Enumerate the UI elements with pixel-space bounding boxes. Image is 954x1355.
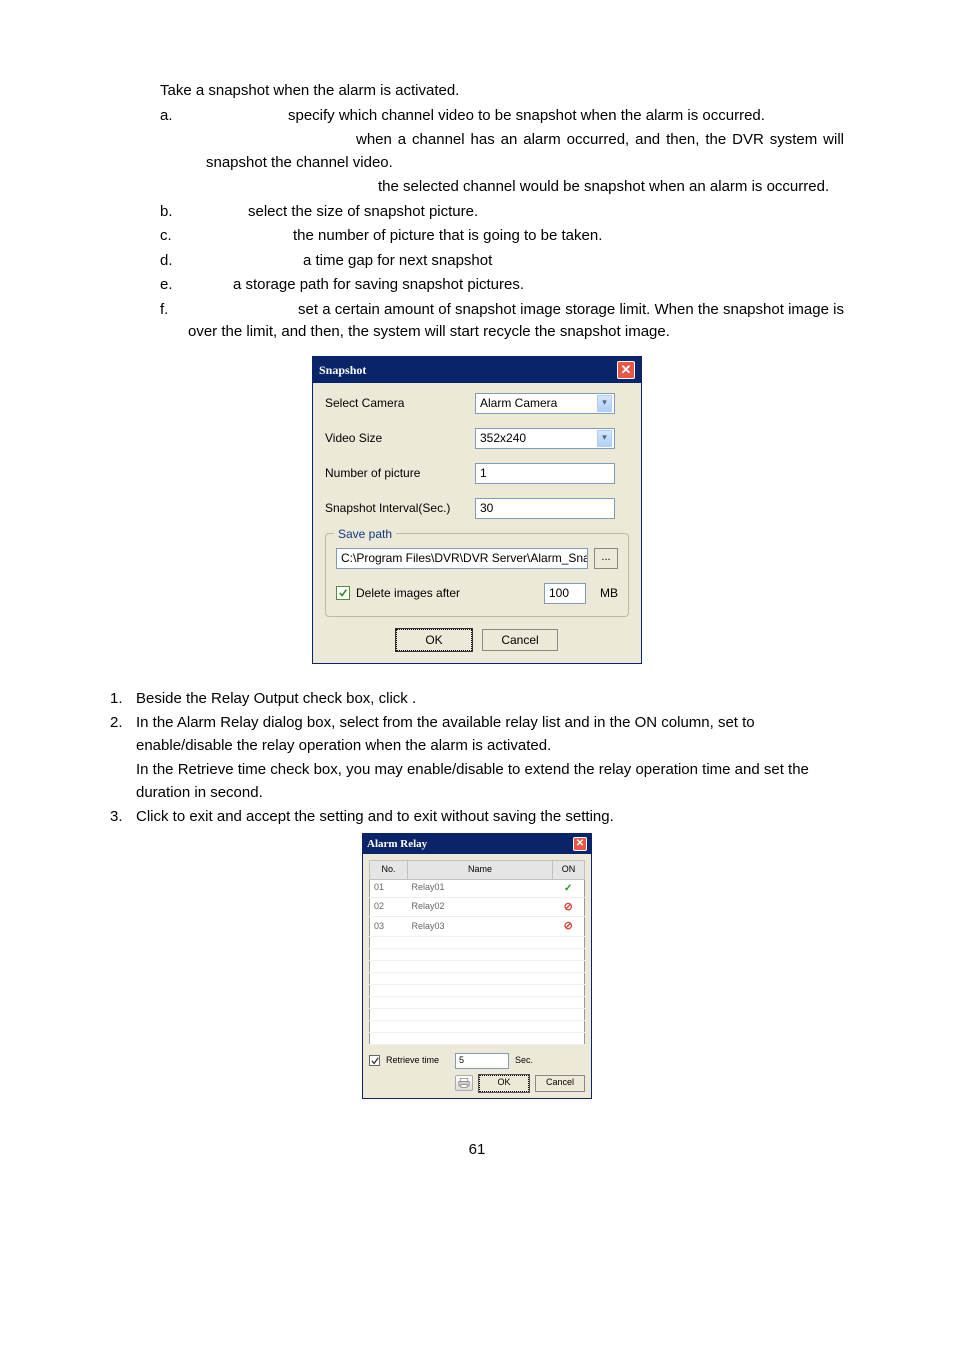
video-size-label: Video Size	[325, 429, 475, 447]
video-size-value: 352x240	[480, 429, 526, 447]
select-camera-dropdown[interactable]: Alarm Camera ▾	[475, 393, 615, 414]
alarm-cancel-button[interactable]: Cancel	[535, 1075, 585, 1092]
sec-label: Sec.	[515, 1054, 533, 1068]
retrieve-row: Retrieve time 5 Sec.	[369, 1053, 585, 1069]
ok-button[interactable]: OK	[396, 629, 472, 651]
num-picture-input[interactable]: 1	[475, 463, 615, 484]
delete-after-label: Delete images after	[356, 584, 538, 602]
snapshot-titlebar: Snapshot ✕	[313, 357, 641, 383]
list-2: 2. In the Alarm Relay dialog box, select…	[110, 712, 844, 757]
list-1: 1. Beside the Relay Output check box, cl…	[110, 688, 844, 711]
video-size-dropdown[interactable]: 352x240 ▾	[475, 428, 615, 449]
interval-input[interactable]: 30	[475, 498, 615, 519]
item-b: b. select the size of snapshot picture.	[110, 201, 844, 224]
browse-button[interactable]: ...	[594, 548, 618, 569]
text-f: set a certain amount of snapshot image s…	[188, 299, 844, 344]
cancel-button[interactable]: Cancel	[482, 629, 558, 651]
item-e: e. a storage path for saving snapshot pi…	[110, 274, 844, 297]
txt-2b: In the Retrieve time check box, you may …	[136, 759, 844, 804]
interval-value: 30	[480, 499, 493, 517]
select-camera-label: Select Camera	[325, 394, 475, 412]
alarm-relay-dialog: Alarm Relay ✕ No. Name ON 01Relay01✓02Re…	[362, 833, 592, 1099]
interval-label: Snapshot Interval(Sec.)	[325, 499, 475, 517]
text-b: select the size of snapshot picture.	[188, 201, 844, 224]
retrieve-input[interactable]: 5	[455, 1053, 509, 1069]
a-sub1-text: when a channel has an alarm occurred, an…	[206, 131, 844, 171]
intro-line: Take a snapshot when the alarm is activa…	[110, 80, 844, 103]
delete-after-checkbox[interactable]	[336, 586, 350, 600]
col-name[interactable]: Name	[408, 861, 553, 880]
retrieve-label: Retrieve time	[386, 1054, 439, 1068]
chevron-down-icon: ▾	[597, 430, 612, 447]
letter-e: e.	[160, 274, 188, 297]
print-icon[interactable]	[455, 1075, 473, 1091]
item-c: c. the number of picture that is going t…	[110, 225, 844, 248]
letter-c: c.	[160, 225, 188, 248]
list-2b: In the Retrieve time check box, you may …	[110, 759, 844, 804]
table-row[interactable]: 02Relay02⊘	[370, 897, 585, 917]
retrieve-checkbox[interactable]	[369, 1055, 380, 1066]
num-3: 3.	[110, 806, 136, 829]
letter-d: d.	[160, 250, 188, 273]
item-d: d. a time gap for next snapshot	[110, 250, 844, 273]
alarm-title: Alarm Relay	[367, 836, 427, 853]
letter-a: a.	[160, 105, 188, 128]
page-number: 61	[110, 1139, 844, 1162]
snapshot-title: Snapshot	[319, 361, 366, 379]
text-a: specify which channel video to be snapsh…	[188, 105, 844, 128]
letter-b: b.	[160, 201, 188, 224]
chevron-down-icon: ▾	[597, 395, 612, 412]
snapshot-dialog: Snapshot ✕ Select Camera Alarm Camera ▾ …	[312, 356, 642, 664]
table-row[interactable]: 01Relay01✓	[370, 879, 585, 897]
text-c: the number of picture that is going to b…	[188, 225, 844, 248]
a-sub1: when a channel has an alarm occurred, an…	[110, 129, 844, 174]
col-on[interactable]: ON	[553, 861, 585, 880]
item-a: a. specify which channel video to be sna…	[110, 105, 844, 128]
close-icon[interactable]: ✕	[617, 361, 635, 379]
select-camera-value: Alarm Camera	[480, 394, 557, 412]
txt-3: Click to exit and accept the setting and…	[136, 806, 844, 829]
col-no[interactable]: No.	[370, 861, 408, 880]
a-sub2-text: the selected channel would be snapshot w…	[378, 178, 829, 195]
text-e: a storage path for saving snapshot pictu…	[188, 274, 844, 297]
letter-f: f.	[160, 299, 188, 344]
table-row[interactable]: 03Relay03⊘	[370, 917, 585, 937]
alarm-table: No. Name ON 01Relay01✓02Relay02⊘03Relay0…	[369, 860, 585, 1045]
delete-after-input[interactable]: 100	[544, 583, 586, 604]
close-icon[interactable]: ✕	[573, 837, 587, 851]
save-path-legend: Save path	[334, 525, 396, 543]
save-path-fieldset: Save path C:\Program Files\DVR\DVR Serve…	[325, 533, 629, 617]
num-picture-value: 1	[480, 464, 487, 482]
txt-1: Beside the Relay Output check box, click…	[136, 688, 844, 711]
num-1: 1.	[110, 688, 136, 711]
txt-2: In the Alarm Relay dialog box, select fr…	[136, 712, 844, 757]
mb-label: MB	[600, 584, 618, 602]
item-f: f. set a certain amount of snapshot imag…	[110, 299, 844, 344]
list-3: 3. Click to exit and accept the setting …	[110, 806, 844, 829]
text-f-content: set a certain amount of snapshot image s…	[188, 301, 844, 341]
a-sub2: the selected channel would be snapshot w…	[110, 176, 844, 199]
save-path-input[interactable]: C:\Program Files\DVR\DVR Server\Alarm_Sn…	[336, 548, 588, 569]
num-picture-label: Number of picture	[325, 464, 475, 482]
alarm-ok-button[interactable]: OK	[479, 1075, 529, 1092]
text-d: a time gap for next snapshot	[188, 250, 844, 273]
num-2: 2.	[110, 712, 136, 757]
alarm-titlebar: Alarm Relay ✕	[363, 834, 591, 855]
